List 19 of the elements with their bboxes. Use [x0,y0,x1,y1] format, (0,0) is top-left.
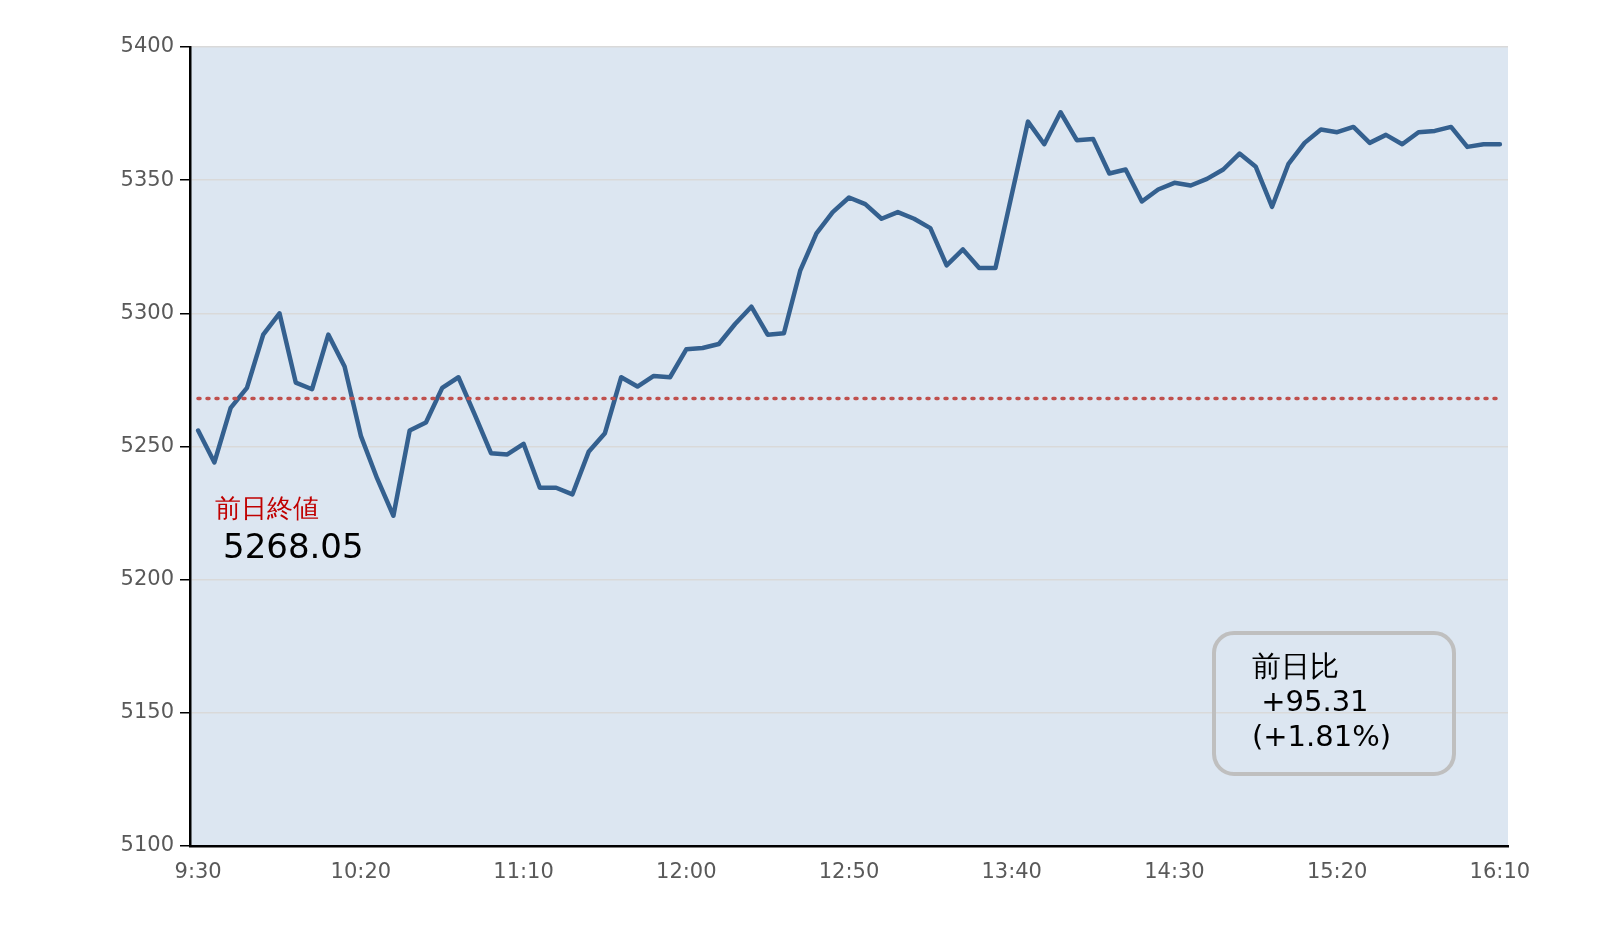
x-tick-label: 12:00 [656,859,717,884]
x-tick-label: 9:30 [174,859,222,884]
y-tick-label: 5100 [120,832,174,857]
y-tick-label: 5350 [120,166,174,191]
y-tick-label: 5400 [120,33,174,58]
x-tick-label: 12:50 [818,859,880,884]
x-tick-label: 14:30 [1144,859,1205,884]
annotation: 前日終値 [215,492,319,523]
x-tick-label: 10:20 [330,859,392,884]
x-tick-label: 15:20 [1306,859,1368,884]
x-tick-label: 13:40 [981,859,1042,884]
y-tick-label: 5150 [120,699,174,724]
annotation: 前日比 +95.31 (+1.81%) [1252,649,1392,754]
y-tick-label: 5300 [120,299,174,324]
annotation: 5268.05 [223,526,364,567]
x-tick-label: 11:10 [493,859,554,884]
x-tick-label: 16:10 [1469,859,1531,884]
y-tick-label: 5200 [120,566,174,591]
y-tick-label: 5250 [120,432,174,457]
